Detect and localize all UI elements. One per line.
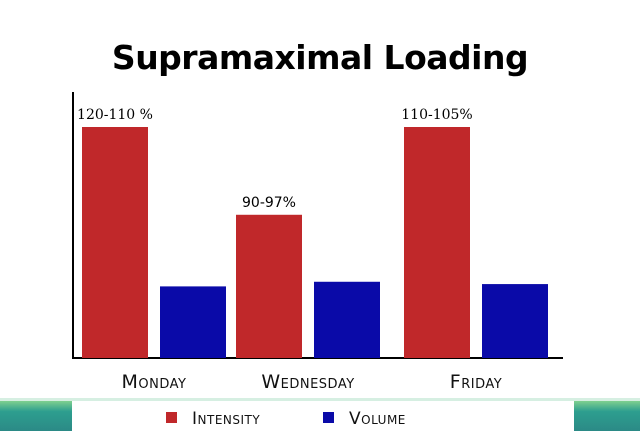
bars [82,127,548,358]
bar-volume-friday [482,284,548,358]
bar-volume-wednesday [314,281,380,358]
category-labels: Monday Wednesday Friday [122,371,502,393]
legend-label-intensity: Intensity [192,409,260,429]
data-label-intensity-friday: 110-105% [401,107,472,123]
bar-intensity-friday [404,127,470,358]
legend-swatch-volume [323,412,334,423]
category-label-friday: Friday [450,371,502,393]
bar-volume-monday [160,286,226,358]
decorative-strip [0,398,640,401]
data-label-intensity-monday: 120-110 % [77,107,153,123]
bar-intensity-monday [82,127,148,358]
decorative-corner-right [574,401,640,431]
data-labels: 120-110 % 90-97% 110-105% [77,107,473,211]
category-label-wednesday: Wednesday [261,371,354,393]
category-label-monday: Monday [122,371,187,393]
chart-title: Supramaximal Loading [111,38,529,77]
legend-swatch-intensity [166,412,177,423]
legend-label-volume: Volume [349,409,406,429]
decorative-corner-left [0,401,72,431]
bar-intensity-wednesday [236,214,302,358]
legend: Intensity Volume [166,409,406,429]
data-label-intensity-wednesday: 90-97% [242,195,296,211]
